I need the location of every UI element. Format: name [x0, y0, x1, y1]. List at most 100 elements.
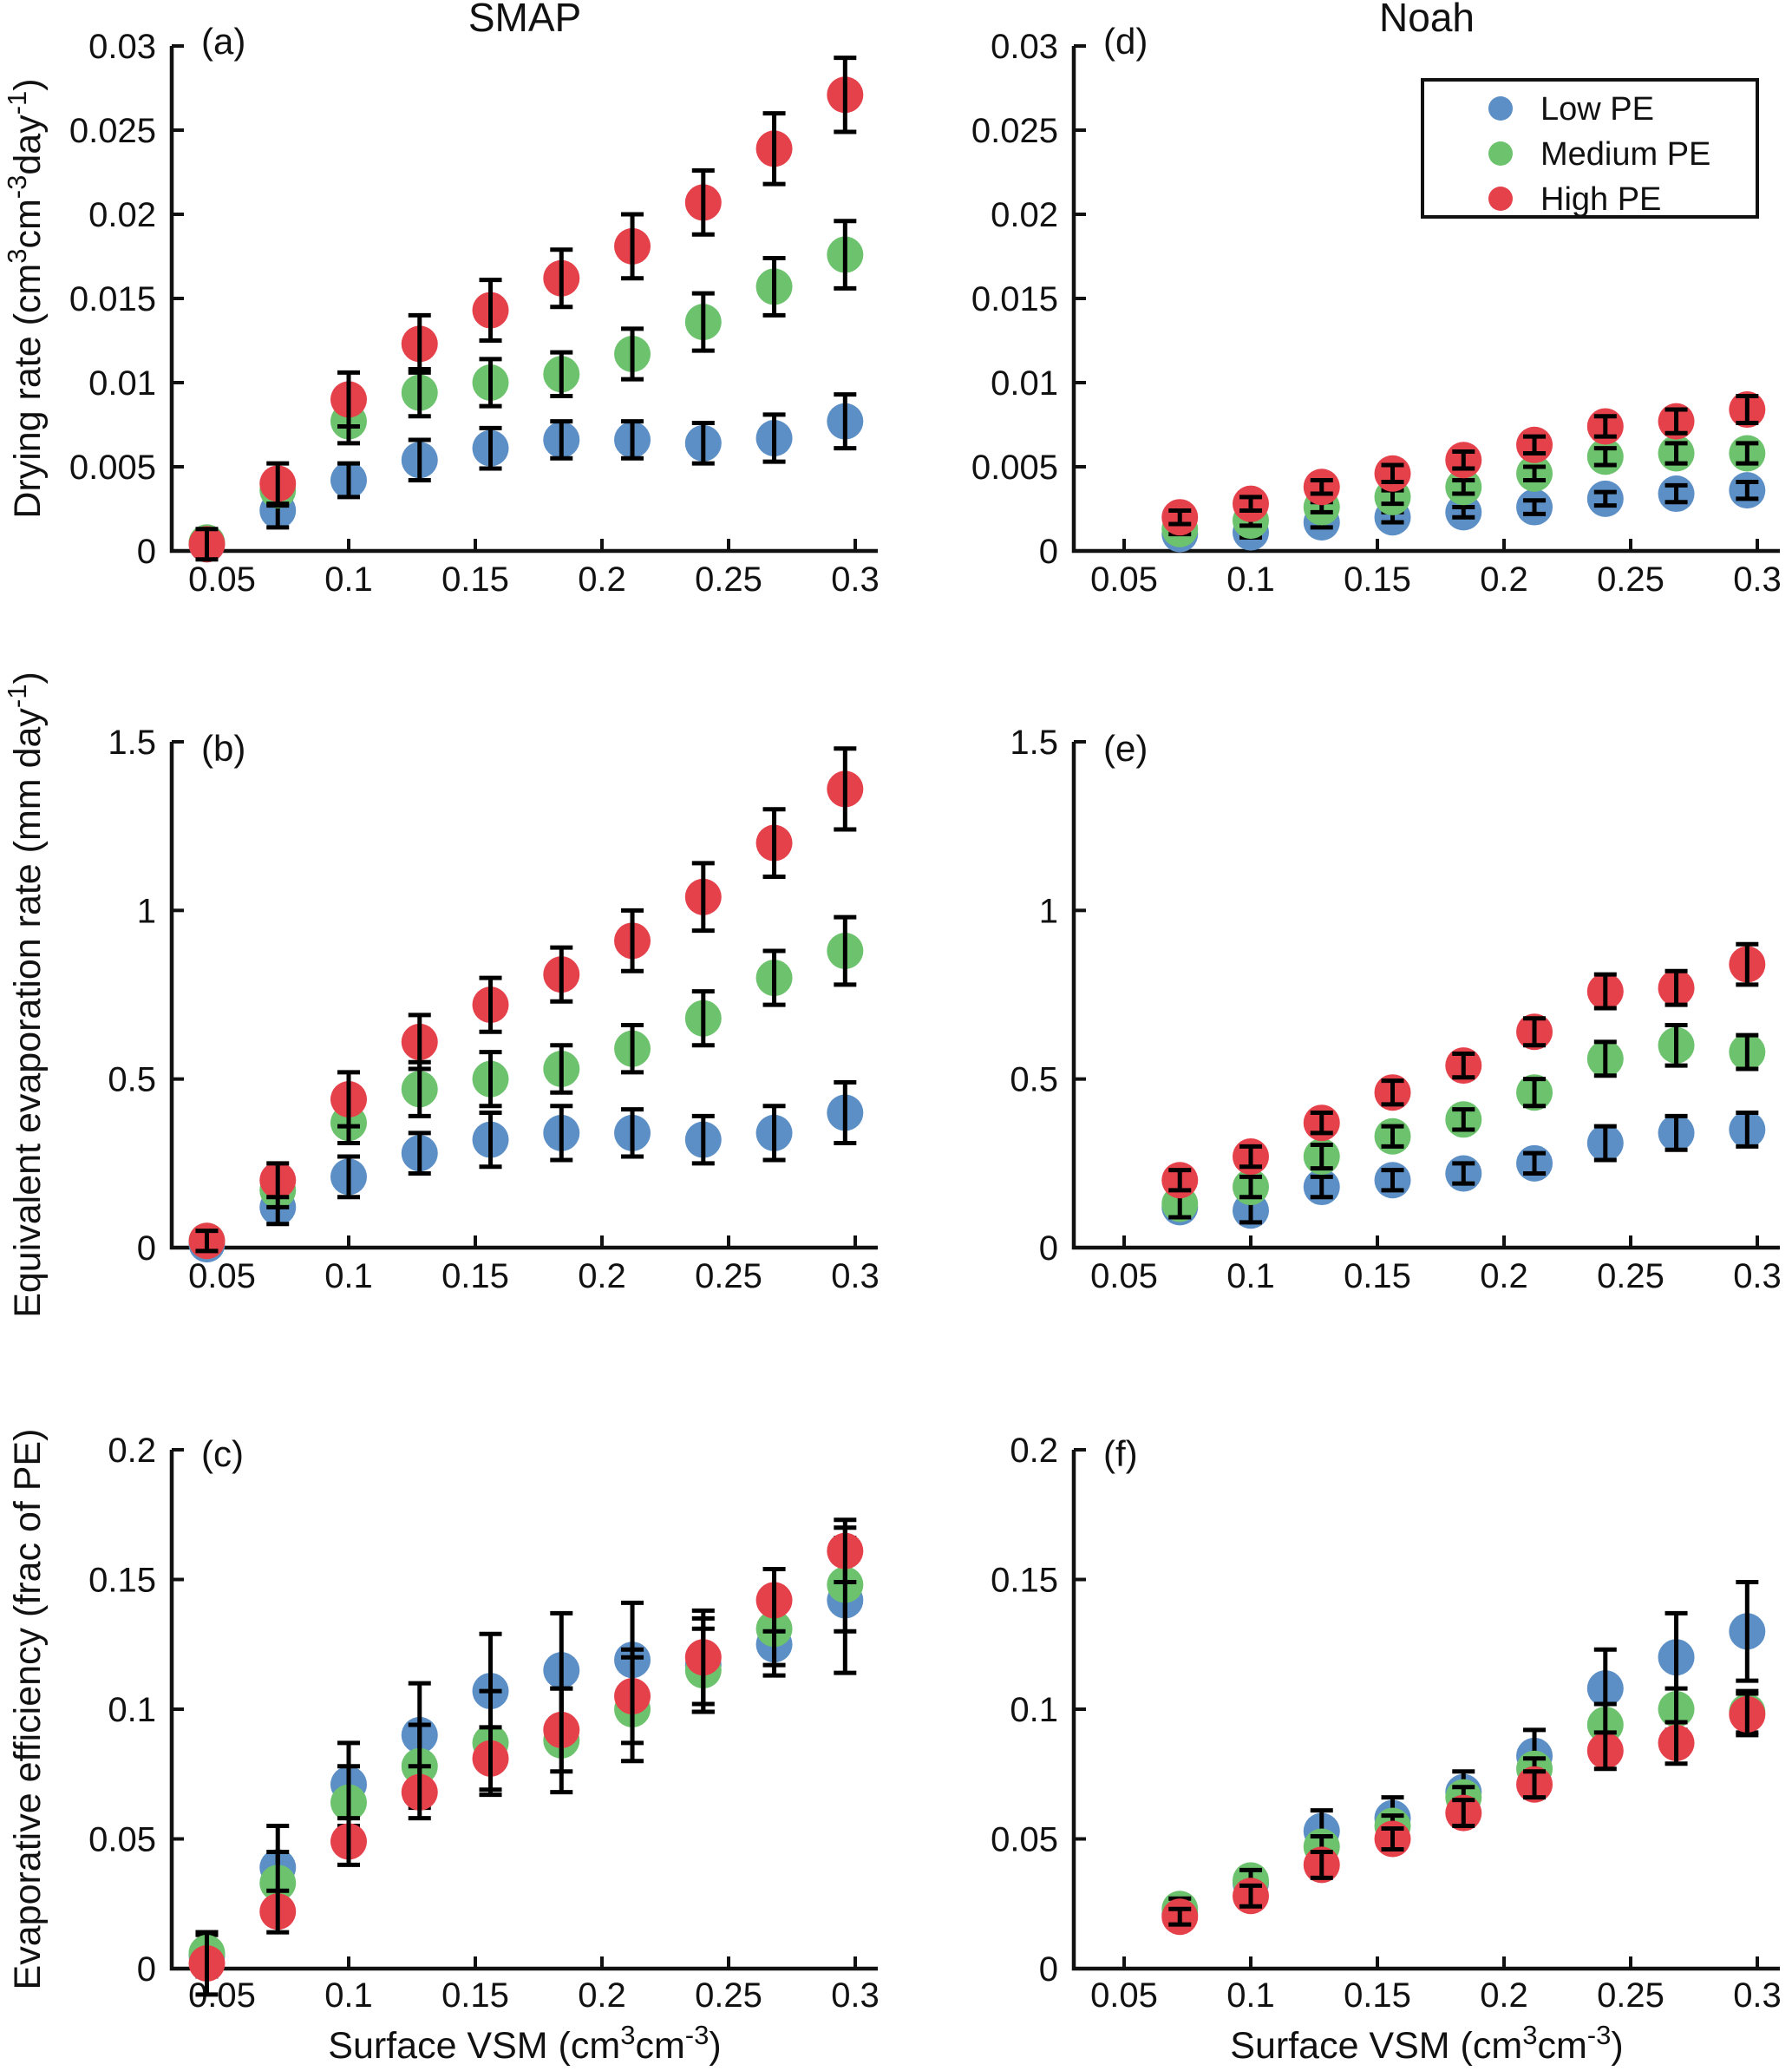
panel-f: 0 0.05 0.1 0.15 0.2 0.05 0.1 0.15 0.2 0.25 0.3 (f) S… — [991, 1432, 1782, 2067]
error-bar — [479, 278, 502, 343]
error-bar — [691, 861, 715, 934]
x-tick-label: 0.05 — [188, 560, 256, 599]
y-tick-label: 1.5 — [108, 724, 156, 762]
error-bar — [621, 419, 644, 461]
x-tick-label: 0.2 — [1480, 560, 1528, 599]
error-bar — [1523, 434, 1547, 455]
error-bar — [479, 1050, 502, 1109]
error-bar — [1452, 1161, 1475, 1186]
error-bar — [834, 219, 857, 291]
panel-letter: (f) — [1103, 1433, 1138, 1474]
panel-letter: (b) — [201, 728, 245, 769]
panel-letter: (e) — [1103, 728, 1148, 769]
series-high-pe — [1161, 1691, 1766, 1936]
error-bar — [762, 255, 786, 318]
error-bar — [1381, 1826, 1404, 1851]
error-bar — [1239, 1174, 1262, 1200]
panel-a: 0 0.005 0.01 0.015 0.02 0.025 0.03 0.05 0.1 0.15 0… — [2, 0, 880, 599]
y-tick-label: 0.03 — [991, 28, 1058, 66]
error-bar — [1736, 479, 1759, 501]
x-tick-label: 0.15 — [441, 1257, 509, 1295]
error-bar — [691, 1113, 715, 1166]
x-tick-label: 0.05 — [1090, 1257, 1158, 1295]
y-tick-label: 0.1 — [108, 1691, 156, 1729]
error-bar — [1736, 441, 1759, 466]
y-tick-label: 0.005 — [69, 449, 156, 487]
y-tick-label: 0 — [137, 533, 156, 571]
error-bar — [1310, 478, 1333, 496]
x-tick-label: 0.25 — [1597, 1976, 1664, 2015]
error-bar — [1736, 1691, 1759, 1738]
error-bar — [479, 1725, 502, 1792]
error-bar — [550, 247, 573, 310]
error-bar — [1310, 1174, 1333, 1200]
error-bar — [621, 908, 644, 973]
error-bar — [550, 419, 573, 461]
error-bar — [408, 312, 431, 375]
panel-e: 0 0.5 1 1.5 0.05 0.1 0.15 0.2 0.25 0.3 (e) — [1010, 724, 1781, 1295]
error-bar — [691, 291, 715, 353]
x-tick-label: 0.25 — [695, 1976, 762, 2015]
error-bar — [834, 1517, 857, 1584]
error-bar — [691, 168, 715, 237]
legend: Low PE Medium PE High PE — [1421, 78, 1759, 219]
error-bar — [266, 1161, 290, 1200]
x-tick-label: 0.05 — [188, 1257, 256, 1295]
error-bar — [1381, 1124, 1404, 1149]
error-bar — [834, 392, 857, 451]
panel-letter: (d) — [1103, 21, 1148, 62]
error-bar — [1168, 508, 1192, 527]
x-tick-label: 0.1 — [1226, 1976, 1275, 2015]
error-bar — [1736, 941, 1759, 987]
legend-box — [1421, 78, 1759, 219]
x-tick-label: 0.05 — [1090, 560, 1158, 599]
error-bar — [621, 212, 644, 281]
error-bar — [1523, 498, 1547, 516]
panel-c: 00.050.10.150.20.05 0.1 0.15 0.2 0.25 0.3(c)E… — [7, 1429, 880, 2067]
error-bar — [1593, 1124, 1617, 1163]
error-bar — [337, 1070, 360, 1129]
y-tick-label: 0.15 — [991, 1562, 1058, 1600]
error-bar — [691, 989, 715, 1048]
error-bar — [1664, 482, 1688, 505]
error-bar — [1593, 1730, 1617, 1772]
error-bar — [1736, 1032, 1759, 1072]
error-bar — [834, 746, 857, 832]
y-tick-label: 0 — [1039, 1950, 1058, 1989]
y-tick-label: 0 — [1039, 533, 1058, 571]
legend-marker-green — [1488, 141, 1513, 166]
y-tick-label: 0.01 — [88, 364, 156, 403]
y-tick-label: 0.2 — [1010, 1432, 1058, 1470]
x-tick-label: 0.25 — [1597, 560, 1664, 599]
y-tick-label: 0 — [137, 1229, 156, 1268]
legend-label: Medium PE — [1540, 136, 1710, 173]
x-tick-label: 0.2 — [578, 1257, 626, 1295]
error-bar — [1452, 505, 1475, 520]
error-bar — [1664, 1113, 1688, 1152]
error-bar — [1239, 1144, 1262, 1170]
error-bar — [1239, 495, 1262, 513]
error-bar — [479, 357, 502, 409]
x-tick-label: 0.3 — [1733, 1257, 1782, 1295]
error-bar — [1664, 441, 1688, 466]
y-tick-label: 0.05 — [991, 1821, 1058, 1859]
error-bar — [408, 1764, 431, 1821]
legend-label: High PE — [1540, 181, 1661, 218]
series-low-pe — [188, 392, 864, 563]
x-tick-label: 0.05 — [1090, 1976, 1158, 2015]
y-tick-label: 1 — [137, 892, 156, 930]
y-tick-label: 1 — [1039, 892, 1058, 930]
error-bar — [408, 437, 431, 483]
error-bar — [762, 1104, 786, 1163]
error-bar — [1523, 464, 1547, 483]
x-tick-label: 0.3 — [1733, 1976, 1782, 2015]
error-bar — [621, 326, 644, 382]
y-tick-label: 0.02 — [88, 196, 156, 234]
error-bar — [408, 1013, 431, 1072]
y-tick-label: 0.01 — [991, 364, 1058, 403]
error-bar — [1381, 462, 1404, 484]
y-tick-label: 0.5 — [1010, 1061, 1058, 1099]
error-bar — [1664, 1022, 1688, 1068]
error-bar — [1452, 478, 1475, 496]
